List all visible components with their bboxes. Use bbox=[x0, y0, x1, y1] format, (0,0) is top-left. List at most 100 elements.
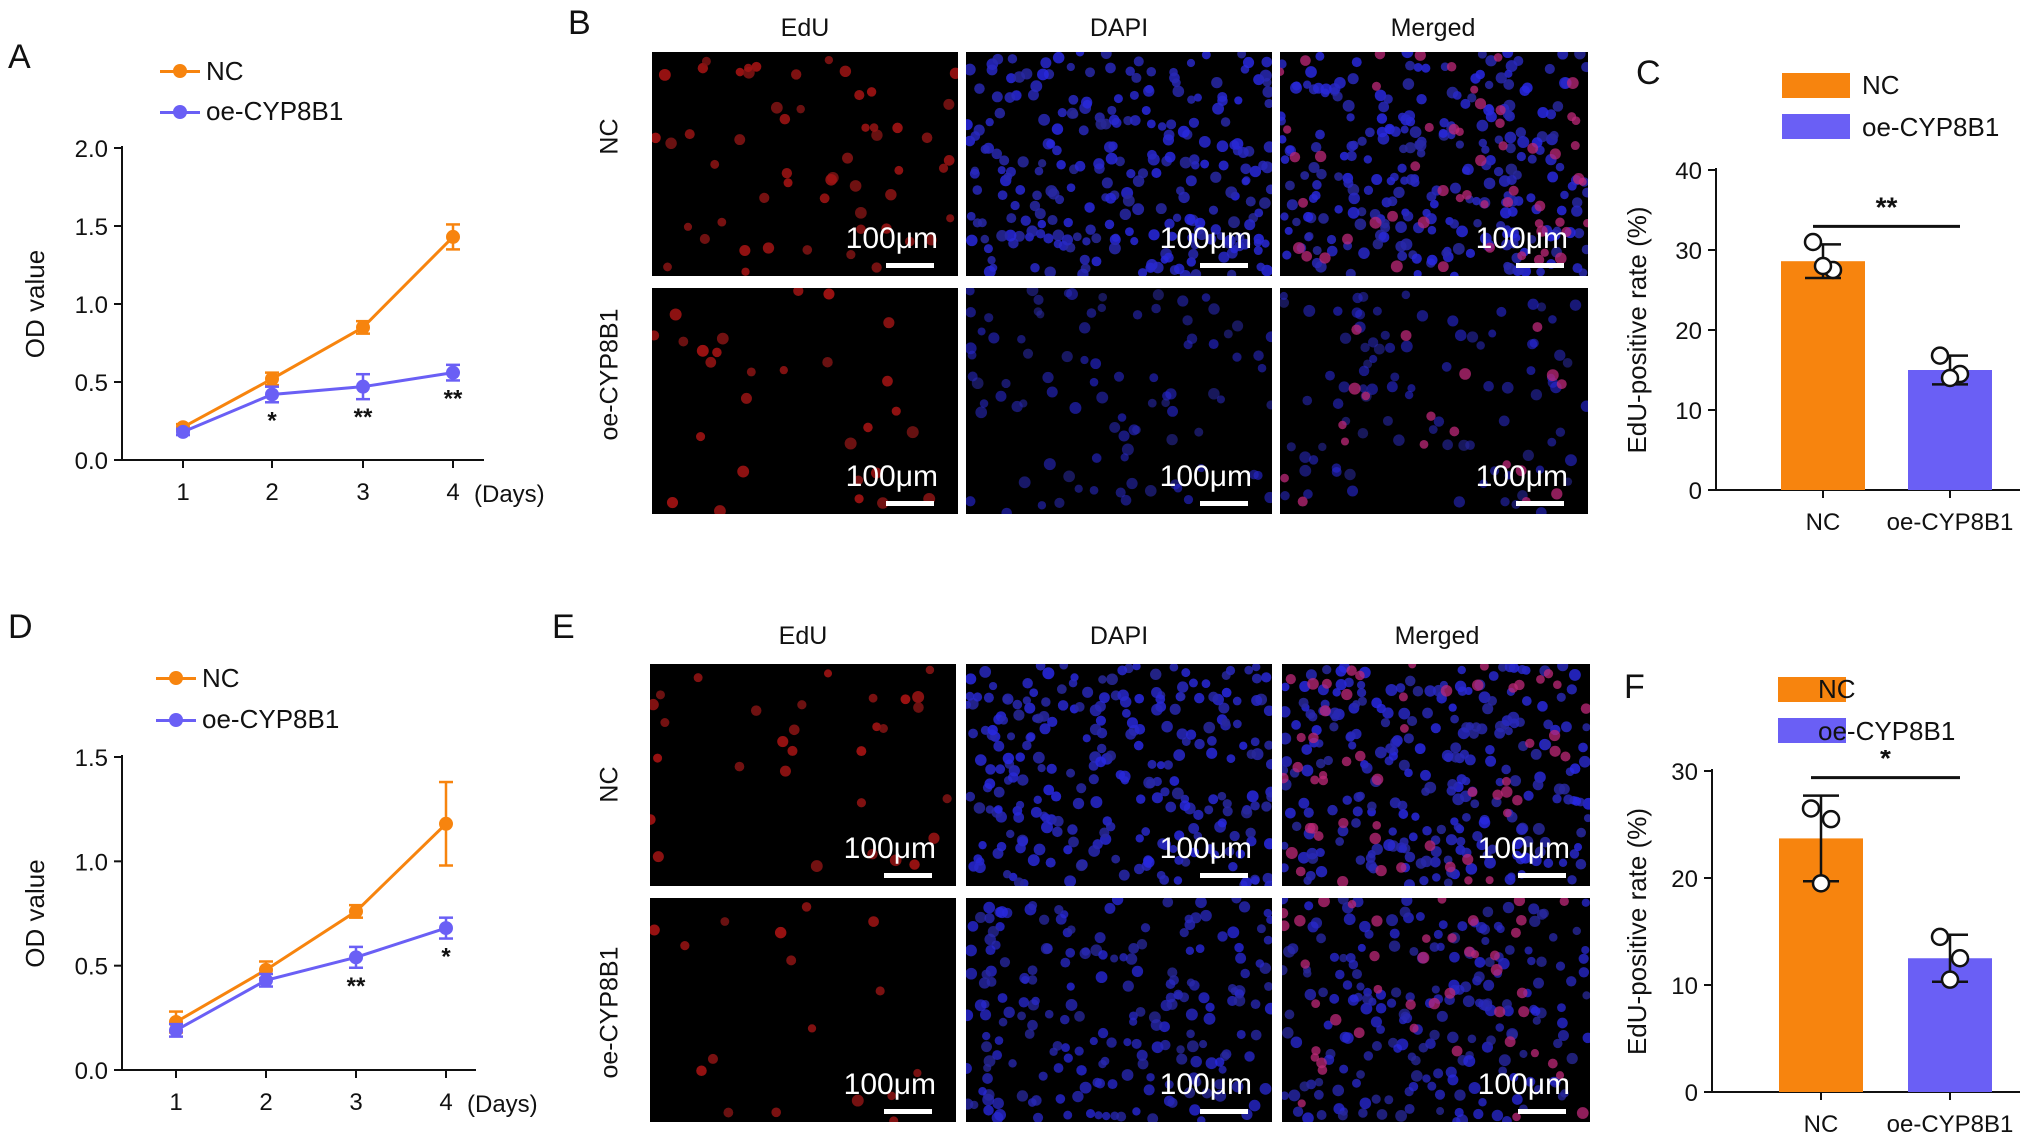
nucleus bbox=[1242, 56, 1255, 69]
nucleus bbox=[1404, 1103, 1415, 1114]
nucleus bbox=[1181, 668, 1191, 678]
edu-positive-cell bbox=[1570, 141, 1580, 151]
edu-positive-cell bbox=[678, 336, 689, 347]
edu-positive-cell bbox=[856, 798, 867, 808]
nucleus bbox=[1253, 238, 1262, 247]
nucleus bbox=[1284, 807, 1296, 819]
edu-positive-cell bbox=[1417, 951, 1430, 964]
edu-positive-cell bbox=[1527, 142, 1539, 154]
edu-positive-cell bbox=[1437, 261, 1449, 273]
nucleus bbox=[1091, 256, 1102, 267]
nucleus bbox=[1046, 139, 1056, 149]
nucleus bbox=[1250, 801, 1260, 811]
scale-bar bbox=[1516, 501, 1564, 506]
nucleus bbox=[1066, 925, 1076, 934]
nucleus bbox=[1315, 129, 1325, 140]
nucleus bbox=[1474, 956, 1486, 968]
edu-positive-cell bbox=[868, 693, 878, 703]
line-legend-a: NC oe-CYP8B1 bbox=[160, 56, 420, 136]
nucleus bbox=[1282, 250, 1292, 260]
nucleus bbox=[1356, 982, 1365, 991]
edu-positive-cell bbox=[779, 113, 791, 125]
nucleus bbox=[1185, 175, 1197, 187]
nucleus bbox=[1061, 234, 1074, 246]
edu-positive-cell bbox=[853, 475, 864, 486]
nucleus bbox=[1030, 806, 1042, 818]
nucleus bbox=[1436, 1010, 1448, 1022]
nucleus bbox=[975, 406, 988, 419]
nucleus bbox=[1098, 692, 1110, 704]
nucleus bbox=[1310, 141, 1322, 153]
nucleus bbox=[1066, 62, 1075, 72]
nucleus bbox=[1258, 160, 1268, 171]
chart-a-od-line: 0.00.51.01.52.01 2 3 4 (Days)OD value* **** bbox=[20, 136, 545, 508]
edu-positive-cell bbox=[1396, 862, 1407, 873]
nucleus bbox=[1506, 174, 1517, 185]
nucleus bbox=[1076, 783, 1087, 794]
nucleus bbox=[1167, 405, 1179, 417]
nucleus bbox=[1487, 696, 1498, 706]
x-tick-label: 2 bbox=[259, 1089, 272, 1116]
nucleus bbox=[1056, 684, 1067, 695]
edu-positive-cell bbox=[842, 152, 854, 164]
nucleus bbox=[1472, 831, 1483, 842]
nucleus bbox=[1074, 1011, 1085, 1022]
nucleus bbox=[1033, 294, 1044, 305]
nucleus bbox=[1201, 679, 1211, 688]
nucleus bbox=[1098, 1059, 1107, 1069]
edu-positive-cell bbox=[786, 955, 797, 966]
edu-positive-cell bbox=[869, 123, 879, 132]
edu-positive-cell bbox=[824, 669, 833, 678]
nucleus bbox=[1312, 245, 1322, 255]
nucleus bbox=[1054, 497, 1065, 508]
edu-positive-cell bbox=[737, 465, 750, 478]
nucleus bbox=[1160, 787, 1170, 797]
nucleus bbox=[1299, 451, 1311, 463]
nucleus bbox=[984, 778, 996, 790]
nucleus bbox=[1583, 814, 1590, 823]
nucleus bbox=[1082, 99, 1092, 109]
nucleus bbox=[1305, 66, 1317, 78]
edu-positive-cell bbox=[787, 745, 798, 756]
edu-positive-cell bbox=[1534, 200, 1546, 212]
nucleus bbox=[1239, 238, 1251, 250]
edu-positive-cell bbox=[744, 63, 753, 73]
nucleus bbox=[1200, 159, 1210, 169]
nucleus bbox=[1318, 213, 1329, 224]
nucleus bbox=[1134, 693, 1145, 704]
nucleus bbox=[1218, 160, 1229, 171]
nucleus bbox=[1007, 772, 1019, 783]
nucleus bbox=[1173, 749, 1186, 761]
nucleus bbox=[1352, 1078, 1361, 1088]
nucleus bbox=[1534, 846, 1546, 858]
nucleus bbox=[1232, 696, 1242, 706]
edu-positive-cell bbox=[1282, 772, 1289, 784]
nucleus bbox=[1557, 1030, 1569, 1042]
nucleus bbox=[995, 390, 1007, 402]
nucleus bbox=[1039, 914, 1050, 925]
nucleus bbox=[1232, 320, 1244, 332]
edu-positive-cell bbox=[1475, 154, 1487, 167]
nucleus bbox=[1263, 935, 1272, 945]
nucleus bbox=[1521, 696, 1532, 706]
nucleus bbox=[1125, 66, 1135, 77]
edu-positive-cell bbox=[1321, 678, 1332, 689]
nucleus bbox=[1228, 861, 1238, 872]
nucleus bbox=[1582, 1032, 1590, 1044]
series-line-oe bbox=[182, 371, 454, 434]
edu-positive-cell bbox=[1554, 252, 1567, 265]
edu-positive-cell bbox=[1300, 55, 1311, 66]
nucleus bbox=[1343, 913, 1356, 926]
column-header-merged: Merged bbox=[1390, 14, 1476, 42]
nucleus bbox=[1003, 1006, 1015, 1018]
nucleus bbox=[1528, 903, 1540, 915]
scale-bar bbox=[884, 873, 932, 878]
nucleus bbox=[1316, 1110, 1327, 1120]
edu-positive-cell bbox=[1419, 439, 1429, 449]
nucleus bbox=[1135, 1006, 1146, 1017]
nucleus bbox=[1495, 777, 1505, 787]
nucleus bbox=[1098, 675, 1107, 684]
nucleus bbox=[1450, 742, 1462, 754]
edu-positive-cell bbox=[1536, 225, 1548, 237]
edu-positive-cell bbox=[779, 366, 788, 375]
